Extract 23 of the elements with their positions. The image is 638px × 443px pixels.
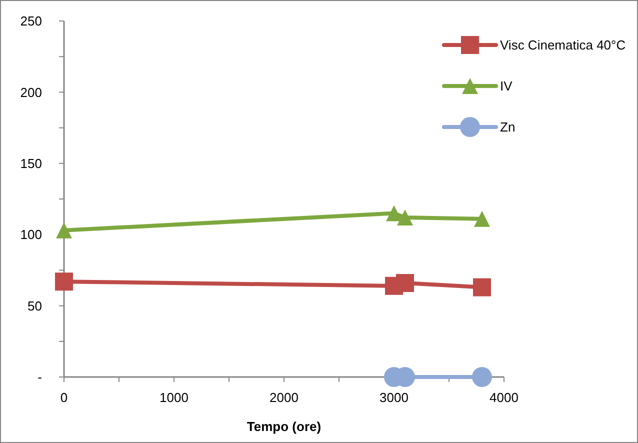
point <box>56 222 72 238</box>
point <box>474 210 490 227</box>
y-tick-label: 100 <box>20 227 42 242</box>
point <box>397 210 413 226</box>
x-tick-label: 3000 <box>380 390 408 405</box>
point <box>473 278 491 296</box>
legend-label: Zn <box>500 120 516 135</box>
point <box>386 205 402 222</box>
x-tick-label: 1000 <box>160 390 188 405</box>
y-tick-label: 150 <box>20 156 42 171</box>
y-tick-label: - <box>38 370 42 385</box>
point <box>396 274 414 292</box>
y-tick-label: 50 <box>28 298 42 314</box>
x-tick-label: 2000 <box>270 390 298 405</box>
x-axis-title: Tempo (ore) <box>246 419 322 434</box>
point <box>55 272 73 291</box>
y-tick-label: 250 <box>20 14 42 29</box>
y-tick-label: 200 <box>20 84 42 100</box>
legend-label: IV <box>500 78 513 94</box>
point <box>472 367 492 387</box>
legend-label: Visc Cinematica 40°C <box>500 38 626 53</box>
x-tick-label: 0 <box>60 390 68 405</box>
x-tick-label: 4000 <box>490 390 518 405</box>
